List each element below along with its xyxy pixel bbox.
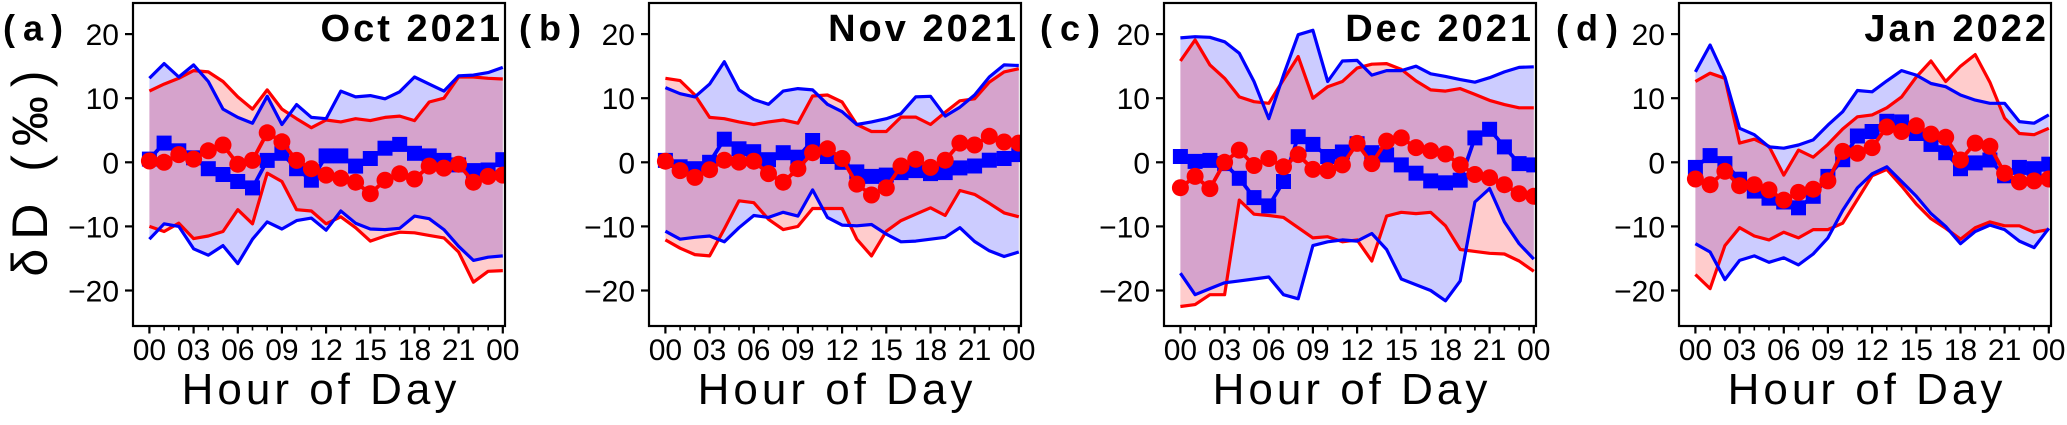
svg-text:20: 20 [1117,19,1150,52]
svg-text:20: 20 [602,19,635,52]
svg-text:15: 15 [354,334,387,367]
svg-text:−10: −10 [1099,211,1150,244]
svg-text:Jan 2022: Jan 2022 [1864,8,2049,50]
svg-text:15: 15 [1900,334,1933,367]
svg-text:12: 12 [1340,334,1373,367]
svg-text:00: 00 [1679,334,1712,367]
svg-text:18: 18 [398,334,431,367]
svg-text:10: 10 [1632,83,1665,116]
svg-text:Hour of Day: Hour of Day [1728,365,2007,414]
svg-text:21: 21 [442,334,475,367]
svg-text:(a): (a) [3,8,71,49]
svg-text:15: 15 [1385,334,1418,367]
svg-text:0: 0 [1133,147,1150,180]
svg-text:−20: −20 [1099,276,1150,309]
svg-text:0: 0 [102,147,119,180]
svg-text:09: 09 [781,334,814,367]
svg-text:12: 12 [309,334,342,367]
svg-text:09: 09 [1296,334,1329,367]
svg-text:06: 06 [1767,334,1800,367]
svg-text:15: 15 [870,334,903,367]
svg-text:Oct 2021: Oct 2021 [321,8,503,50]
svg-text:(c): (c) [1040,8,1108,49]
svg-text:−20: −20 [1614,276,1665,309]
svg-text:Dec 2021: Dec 2021 [1345,8,1534,50]
svg-text:Hour of Day: Hour of Day [182,365,461,414]
svg-text:21: 21 [1988,334,2021,367]
svg-text:Nov 2021: Nov 2021 [828,8,1019,50]
svg-text:−10: −10 [68,211,119,244]
svg-text:20: 20 [1632,19,1665,52]
svg-text:0: 0 [1648,147,1665,180]
svg-text:09: 09 [265,334,298,367]
svg-text:−20: −20 [584,276,635,309]
svg-text:0: 0 [618,147,635,180]
svg-text:10: 10 [602,83,635,116]
svg-text:−10: −10 [1614,211,1665,244]
svg-text:18: 18 [914,334,947,367]
svg-text:06: 06 [1252,334,1285,367]
svg-text:−10: −10 [584,211,635,244]
svg-text:00: 00 [2032,334,2065,367]
svg-text:21: 21 [1473,334,1506,367]
svg-text:12: 12 [825,334,858,367]
svg-text:00: 00 [133,334,166,367]
svg-text:00: 00 [1164,334,1197,367]
svg-text:00: 00 [1002,334,1035,367]
svg-text:(d): (d) [1556,8,1626,49]
svg-text:Hour of Day: Hour of Day [698,365,977,414]
svg-text:09: 09 [1811,334,1844,367]
svg-text:δD (‰): δD (‰) [2,61,58,276]
svg-text:00: 00 [486,334,519,367]
svg-text:Hour of Day: Hour of Day [1213,365,1492,414]
svg-text:03: 03 [177,334,210,367]
svg-text:03: 03 [1723,334,1756,367]
svg-text:10: 10 [1117,83,1150,116]
svg-text:06: 06 [737,334,770,367]
svg-text:(b): (b) [519,8,589,49]
svg-text:−20: −20 [68,276,119,309]
svg-text:18: 18 [1944,334,1977,367]
svg-text:03: 03 [693,334,726,367]
svg-text:03: 03 [1208,334,1241,367]
svg-text:10: 10 [86,83,119,116]
svg-text:00: 00 [1517,334,1550,367]
svg-text:20: 20 [86,19,119,52]
svg-text:00: 00 [649,334,682,367]
svg-text:12: 12 [1855,334,1888,367]
svg-text:21: 21 [958,334,991,367]
svg-text:18: 18 [1429,334,1462,367]
svg-text:06: 06 [221,334,254,367]
